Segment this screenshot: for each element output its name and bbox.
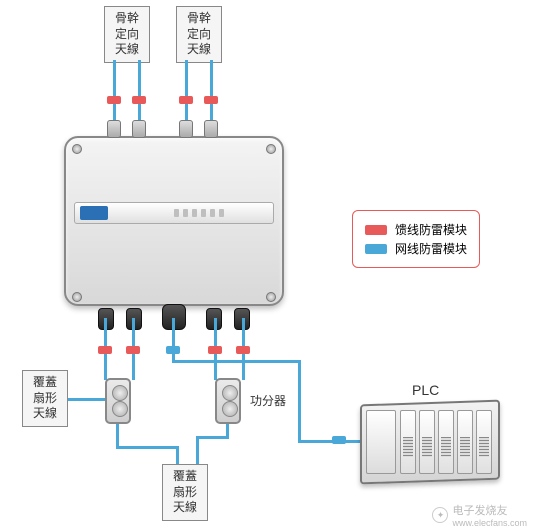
watermark-url: www.elecfans.com <box>452 518 527 528</box>
legend-swatch-net <box>365 244 387 254</box>
spd-feed-icon <box>204 96 218 104</box>
label-line: 扇形 <box>29 391 61 407</box>
antenna-box-left: 覆蓋 扇形 天線 <box>22 370 68 427</box>
label-line: 定向 <box>183 27 215 43</box>
splitter-left <box>105 378 131 424</box>
label-line: 覆蓋 <box>29 375 61 391</box>
watermark: ✦ 电子发烧友 www.elecfans.com <box>432 502 527 528</box>
screw-icon <box>72 292 82 302</box>
line <box>196 436 229 439</box>
line <box>172 318 175 362</box>
label-line: 扇形 <box>169 485 201 501</box>
plc-cpu-module <box>366 410 396 474</box>
label-line: 骨幹 <box>111 11 143 27</box>
label-line: 覆蓋 <box>169 469 201 485</box>
plc-slot <box>438 410 454 474</box>
spd-feed-icon <box>98 346 112 354</box>
connector-top <box>132 120 146 138</box>
label-line: 定向 <box>111 27 143 43</box>
line <box>196 436 199 466</box>
screw-icon <box>266 292 276 302</box>
label-line: 天線 <box>169 500 201 516</box>
antenna-box-bottom: 覆蓋 扇形 天線 <box>162 464 208 521</box>
legend-box: 馈线防雷模块 网线防雷模块 <box>352 210 480 268</box>
plc-slot <box>476 410 492 474</box>
legend-swatch-feed <box>365 225 387 235</box>
watermark-brand: 电子发烧友 <box>452 502 527 518</box>
spd-feed-icon <box>132 96 146 104</box>
watermark-logo-icon: ✦ <box>432 507 448 523</box>
plc-label: PLC <box>412 382 439 398</box>
line <box>172 360 300 363</box>
antenna-box-top-left: 骨幹 定向 天線 <box>104 6 150 63</box>
screw-icon <box>72 144 82 154</box>
line <box>298 440 362 443</box>
line <box>176 446 179 466</box>
line <box>116 446 178 449</box>
spd-feed-icon <box>179 96 193 104</box>
spd-feed-icon <box>107 96 121 104</box>
antenna-box-top-right: 骨幹 定向 天線 <box>176 6 222 63</box>
line <box>298 360 301 442</box>
spd-feed-icon <box>126 346 140 354</box>
line <box>68 398 105 401</box>
splitter-label: 功分器 <box>250 392 286 409</box>
connector-top <box>107 120 121 138</box>
legend-label: 网线防雷模块 <box>395 240 467 257</box>
label-line: 骨幹 <box>183 11 215 27</box>
plc-slots <box>400 410 492 474</box>
legend-label: 馈线防雷模块 <box>395 221 467 238</box>
plc-slot <box>457 410 473 474</box>
device-badge <box>80 206 108 220</box>
legend-row-net: 网线防雷模块 <box>365 240 467 257</box>
spd-net-icon <box>166 346 180 354</box>
connector-top <box>204 120 218 138</box>
label-line: 天線 <box>183 42 215 58</box>
line <box>116 424 119 448</box>
plc-slot <box>400 410 416 474</box>
device-leds <box>174 209 224 217</box>
screw-icon <box>266 144 276 154</box>
spd-feed-icon <box>208 346 222 354</box>
ap-device <box>64 120 284 320</box>
plc-device <box>360 402 500 482</box>
spd-net-icon <box>332 436 346 444</box>
spd-feed-icon <box>236 346 250 354</box>
splitter-right <box>215 378 241 424</box>
connector-top <box>179 120 193 138</box>
legend-row-feed: 馈线防雷模块 <box>365 221 467 238</box>
plc-slot <box>419 410 435 474</box>
label-line: 天線 <box>29 406 61 422</box>
label-line: 天線 <box>111 42 143 58</box>
